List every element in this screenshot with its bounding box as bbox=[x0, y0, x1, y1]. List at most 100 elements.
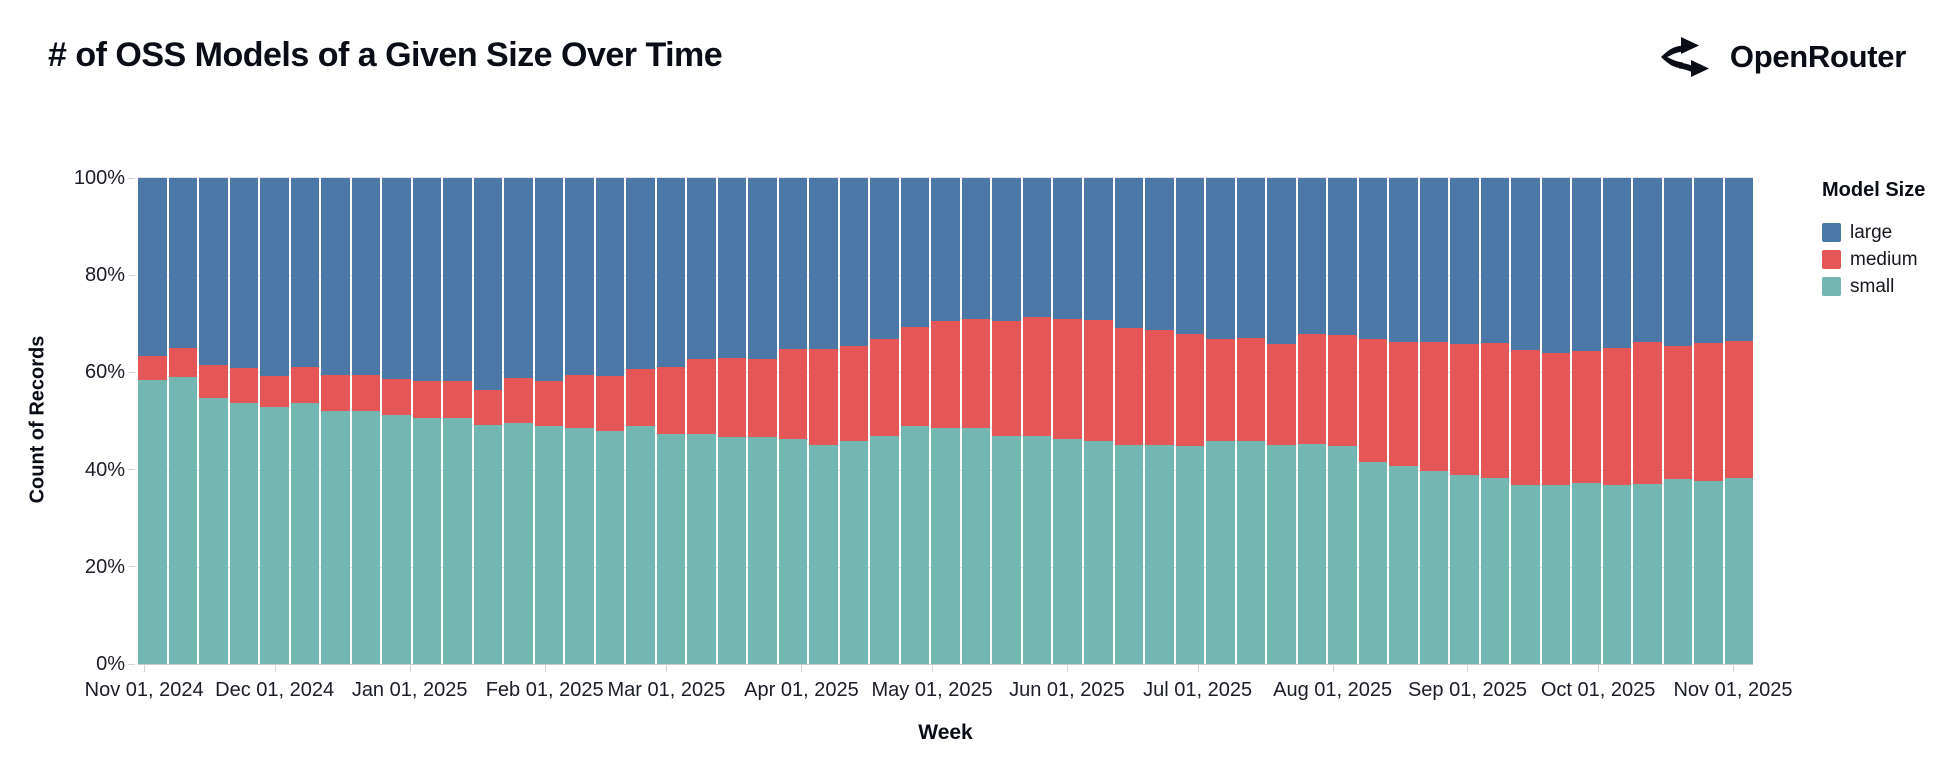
bar-segment-small bbox=[961, 427, 991, 664]
bar-segment-medium bbox=[1450, 343, 1479, 476]
bar-week-2025-03-02 bbox=[687, 178, 716, 664]
bar-week-2024-12-15 bbox=[351, 178, 381, 664]
legend-item-large[interactable]: large bbox=[1822, 219, 1944, 246]
legend-swatch-large bbox=[1822, 223, 1841, 242]
bar-segment-small bbox=[199, 398, 228, 664]
bar-segment-large bbox=[1389, 178, 1418, 342]
bar-week-2025-01-26 bbox=[534, 178, 564, 664]
bar-segment-small bbox=[1572, 482, 1601, 664]
x-tick-label-Nov 01, 2025: Nov 01, 2025 bbox=[1673, 679, 1793, 701]
bar-segment-small bbox=[504, 422, 533, 664]
bar-segment-small bbox=[1145, 444, 1174, 664]
bar-segment-large bbox=[1267, 178, 1296, 345]
bar-segment-large bbox=[626, 178, 655, 370]
bar-segment-large bbox=[656, 178, 686, 367]
bar-segment-medium bbox=[717, 358, 747, 438]
x-tick-label-Aug 01, 2025: Aug 01, 2025 bbox=[1273, 679, 1393, 701]
bar-segment-medium bbox=[870, 339, 899, 436]
legend-items: large medium small bbox=[1822, 219, 1944, 300]
bar-week-2025-04-13 bbox=[870, 178, 899, 664]
bar-week-2025-02-16 bbox=[626, 178, 655, 664]
legend-label-medium: medium bbox=[1850, 248, 1918, 270]
bar-segment-large bbox=[565, 178, 594, 375]
bar-segment-large bbox=[351, 178, 381, 375]
bar-segment-small bbox=[1633, 484, 1662, 664]
bar-segment-medium bbox=[1114, 327, 1144, 445]
bar-week-2024-12-22 bbox=[382, 178, 411, 664]
bar-week-2025-01-12 bbox=[473, 178, 503, 664]
bar-segment-small bbox=[748, 436, 777, 664]
bar-segment-small bbox=[1450, 475, 1479, 664]
bar-segment-small bbox=[1267, 444, 1296, 664]
x-tick-label-Mar 01, 2025: Mar 01, 2025 bbox=[607, 679, 726, 701]
bar-week-2025-07-06 bbox=[1236, 178, 1266, 664]
bar-segment-large bbox=[1724, 178, 1754, 342]
x-tick-mark-May 01, 2025 bbox=[932, 665, 934, 672]
bar-week-2025-06-08 bbox=[1114, 178, 1144, 664]
bar-segment-large bbox=[412, 178, 442, 381]
bar-segment-large bbox=[1175, 178, 1205, 334]
legend-item-small[interactable]: small bbox=[1822, 273, 1944, 300]
bar-segment-small bbox=[1175, 445, 1205, 664]
bar-segment-medium bbox=[1572, 350, 1601, 483]
x-tick-mark-Feb 01, 2025 bbox=[544, 665, 546, 672]
openrouter-brand: OpenRouter bbox=[1659, 34, 1906, 80]
bar-segment-small bbox=[1541, 485, 1571, 664]
bar-segment-medium bbox=[1297, 334, 1327, 444]
bar-week-2025-01-19 bbox=[504, 178, 533, 664]
bar-segment-large bbox=[1114, 178, 1144, 328]
bar-segment-small bbox=[1083, 441, 1113, 664]
y-tick-mark-40% bbox=[128, 469, 135, 471]
bar-segment-small bbox=[1053, 438, 1082, 664]
bar-segment-large bbox=[595, 178, 625, 377]
x-tick-mark-Jun 01, 2025 bbox=[1066, 665, 1068, 672]
bar-segment-small bbox=[656, 433, 686, 664]
x-tick-label-Jun 01, 2025: Jun 01, 2025 bbox=[1009, 679, 1125, 701]
bar-segment-small bbox=[900, 426, 930, 664]
bar-segment-medium bbox=[290, 366, 320, 404]
y-tick-label-20%: 20% bbox=[84, 555, 125, 578]
bar-segment-medium bbox=[382, 378, 411, 415]
x-tick-label-Jan 01, 2025: Jan 01, 2025 bbox=[351, 679, 468, 701]
x-tick-mark-Jan 01, 2025 bbox=[409, 665, 411, 672]
bar-segment-medium bbox=[992, 320, 1021, 436]
bar-segment-small bbox=[1724, 477, 1754, 664]
x-tick-mark-Nov 01, 2025 bbox=[1732, 665, 1734, 672]
bar-segment-small bbox=[1236, 440, 1266, 664]
bar-segment-small bbox=[412, 418, 442, 664]
bar-segment-large bbox=[1419, 178, 1449, 343]
bar-segment-medium bbox=[138, 356, 167, 380]
bar-segment-small bbox=[687, 434, 716, 664]
x-tick-label-Apr 01, 2025: Apr 01, 2025 bbox=[744, 679, 859, 701]
x-tick-label-Jul 01, 2025: Jul 01, 2025 bbox=[1143, 679, 1253, 701]
bar-segment-small bbox=[1297, 443, 1327, 664]
bar-segment-small bbox=[351, 410, 381, 664]
bar-segment-large bbox=[1083, 178, 1113, 320]
bar-segment-small bbox=[1511, 484, 1540, 664]
x-tick-label-Dec 01, 2024: Dec 01, 2024 bbox=[215, 679, 335, 701]
bar-week-2025-04-20 bbox=[900, 178, 930, 664]
bar-segment-large bbox=[900, 178, 930, 327]
bar-segment-medium bbox=[1724, 341, 1754, 478]
bar-segment-large bbox=[1511, 178, 1540, 350]
bar-segment-small bbox=[1389, 466, 1418, 664]
bar-segment-large bbox=[1145, 178, 1174, 330]
chart-title: # of OSS Models of a Given Size Over Tim… bbox=[48, 36, 723, 74]
bar-segment-medium bbox=[1236, 338, 1266, 441]
bar-segment-small bbox=[565, 427, 594, 664]
bar-week-2025-09-28 bbox=[1602, 178, 1632, 664]
bar-segment-large bbox=[473, 178, 503, 390]
y-tick-label-60%: 60% bbox=[84, 361, 125, 384]
bar-week-2025-09-14 bbox=[1541, 178, 1571, 664]
y-tick-label-100%: 100% bbox=[73, 167, 125, 189]
legend-item-medium[interactable]: medium bbox=[1822, 246, 1944, 273]
bar-segment-medium bbox=[443, 380, 472, 419]
bar-week-2024-11-17 bbox=[229, 178, 259, 664]
bars-layer bbox=[138, 178, 1754, 664]
y-tick-mark-0% bbox=[128, 663, 135, 665]
bar-week-2025-08-03 bbox=[1358, 178, 1388, 664]
bar-segment-large bbox=[290, 178, 320, 367]
bar-segment-medium bbox=[1022, 316, 1052, 437]
bar-segment-small bbox=[870, 435, 899, 664]
